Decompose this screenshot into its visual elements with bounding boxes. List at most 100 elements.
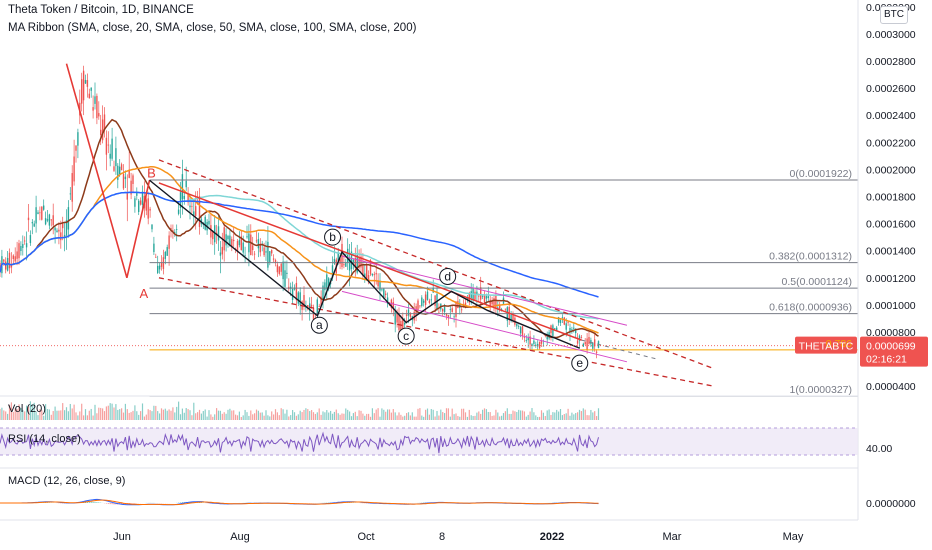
candle — [451, 305, 453, 313]
macd-histogram-bar — [181, 502, 183, 503]
volume-bar — [371, 408, 373, 420]
volume-bar — [136, 411, 138, 420]
ticker-symbol-tag — [795, 336, 857, 354]
candle — [559, 318, 562, 326]
candle-body — [286, 272, 288, 274]
candle-body — [44, 218, 47, 225]
candle — [212, 230, 214, 246]
volume-bar — [92, 415, 94, 420]
candle — [430, 293, 432, 306]
candle — [282, 255, 284, 292]
candle — [267, 226, 269, 271]
volume-bar — [400, 414, 402, 420]
candle — [52, 203, 54, 235]
volume-bar — [407, 412, 410, 420]
volume-bar — [126, 409, 128, 420]
candle — [157, 255, 159, 275]
volume-bar — [20, 408, 22, 420]
candle-body — [37, 212, 39, 215]
volume-bar — [385, 411, 387, 420]
currency-badge[interactable]: BTC — [880, 6, 908, 24]
volume-bar — [373, 413, 375, 420]
candle-body — [493, 298, 495, 307]
volume-bar — [474, 415, 476, 420]
candle — [540, 337, 543, 347]
wave-label: d — [444, 269, 451, 283]
volume-bar — [77, 415, 79, 420]
candle-body — [29, 235, 32, 244]
candle-body — [386, 297, 389, 304]
candle-body — [561, 317, 564, 319]
candle — [449, 305, 451, 319]
candle-body — [63, 234, 66, 238]
volume-bar — [12, 412, 14, 420]
candle-body — [151, 224, 153, 230]
volume-bar — [71, 408, 73, 420]
volume-bar — [482, 409, 484, 420]
volume-bar — [445, 408, 448, 420]
candle — [136, 187, 138, 201]
candle-body — [103, 114, 106, 131]
candle-body — [470, 291, 472, 299]
candle-body — [282, 261, 284, 280]
volume-bar — [354, 411, 356, 420]
candle — [244, 246, 246, 263]
volume-bar — [94, 404, 96, 420]
volume-bar — [75, 412, 77, 420]
volume-bar — [316, 412, 318, 420]
candle-body — [436, 293, 438, 311]
candle — [41, 206, 43, 221]
volume-bar — [128, 412, 130, 420]
candle — [373, 271, 375, 288]
candle — [586, 332, 588, 354]
volume-bar — [288, 416, 290, 420]
candle — [259, 238, 261, 257]
candle — [155, 253, 157, 258]
volume-bar — [463, 408, 465, 420]
candle — [20, 241, 22, 256]
candle-body — [20, 245, 22, 252]
candle-body — [27, 217, 30, 221]
candle-body — [461, 309, 463, 311]
candle — [538, 341, 541, 350]
candle-body — [556, 327, 558, 331]
candle-body — [208, 220, 210, 225]
price-axis-label: 0.0000400 — [866, 381, 916, 393]
candle-body — [571, 329, 573, 331]
candle-body — [573, 327, 575, 329]
candle — [529, 330, 531, 351]
candle — [502, 291, 505, 305]
candle-body — [413, 311, 415, 321]
candle — [84, 74, 87, 84]
volume-bar — [240, 416, 242, 420]
candle-body — [347, 248, 349, 263]
candle-body — [132, 175, 134, 184]
candle-body — [157, 265, 159, 273]
candle-body — [58, 229, 60, 232]
candle — [379, 273, 381, 300]
candle — [580, 335, 583, 339]
volume-bar — [197, 412, 199, 420]
candle — [43, 199, 45, 211]
volume-bar — [438, 415, 440, 420]
volume-bar — [96, 413, 98, 420]
volume-bar — [174, 412, 176, 420]
candle-body — [312, 308, 315, 323]
candle-body — [584, 342, 586, 345]
candle — [436, 285, 438, 311]
candle-body — [272, 258, 275, 260]
candle — [149, 206, 151, 218]
volume-bar — [495, 409, 497, 420]
volume-bar — [426, 408, 429, 420]
candle — [588, 331, 590, 345]
price-axis-label: 0.0001400 — [866, 246, 916, 258]
volume-bar — [100, 407, 102, 420]
volume-bar — [567, 408, 569, 420]
volume-bar — [179, 414, 182, 420]
candle — [229, 230, 231, 247]
candle-body — [255, 240, 258, 242]
volume-bar — [341, 413, 343, 420]
volume-bar — [489, 412, 491, 420]
volume-bar — [521, 410, 524, 420]
